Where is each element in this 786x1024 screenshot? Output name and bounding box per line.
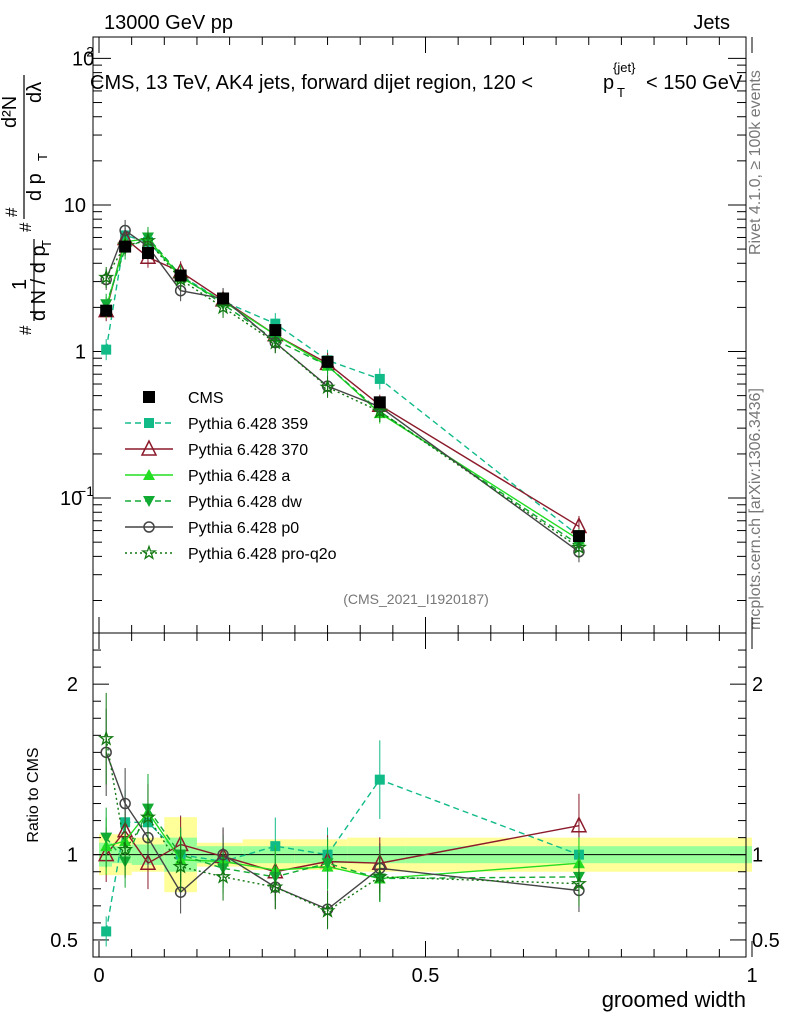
ylabel-dl: dλ: [24, 82, 46, 103]
series-5-ratio-point: [98, 730, 115, 746]
ratio-tick-label: 2: [67, 674, 78, 696]
series-5-ratio-point: [117, 841, 134, 857]
series-0-ratio-point: [374, 774, 385, 785]
legend-label: Pythia 6.428 p0: [188, 520, 299, 537]
ratio-tick-label-right: 2: [752, 674, 763, 696]
legend: CMS Pythia 6.428 359 Pythia 6.428 370 Pythi…: [125, 390, 337, 563]
main-frame: [92, 36, 747, 634]
ylabel-one: 1: [9, 279, 31, 290]
series-5-point: [215, 298, 232, 315]
series-5-point: [139, 232, 157, 248]
ratio-tick-label-right: 0.5: [752, 930, 780, 952]
ratio-frame: [92, 632, 747, 958]
y-tick-exponent: −1: [78, 483, 94, 499]
legend-label: Pythia 6.428 a: [188, 468, 290, 485]
series-3-ratio-point: [321, 858, 334, 870]
ratio-tick-label: 0.5: [50, 930, 78, 952]
series-5-point: [98, 268, 115, 285]
series-5-line: [105, 239, 580, 549]
data-point: [217, 292, 230, 305]
legend-label: Pythia 6.428 359: [188, 416, 308, 433]
series-0-line: [105, 234, 580, 537]
series-5-ratio-point: [371, 868, 388, 884]
ratio-tick-label-right: 1: [752, 845, 763, 867]
data-point: [269, 324, 282, 337]
series-0-ratio-point: [101, 926, 112, 937]
x-tick-label: 1: [746, 965, 757, 987]
header-left: 13000 GeV pp: [104, 12, 233, 34]
legend-marker: [140, 544, 158, 560]
y-tick-label: 10: [72, 48, 94, 70]
watermark: (CMS_2021_I1920187): [343, 591, 489, 607]
series-0-point: [374, 373, 385, 384]
rivet-label: Rivet 4.1.0, ≥ 100k events: [747, 70, 764, 255]
data-point: [373, 396, 386, 409]
series-5-ratio-point: [319, 902, 336, 918]
title-lead: CMS, 13 TeV, AK4 jets, forward dijet reg…: [90, 72, 533, 94]
series-4-ratio-point: [119, 797, 131, 810]
legend-marker: [143, 496, 155, 507]
ylabel-hash2: #: [16, 222, 35, 232]
series-0-point: [270, 318, 281, 329]
series-0-point: [101, 344, 112, 355]
legend-marker: [140, 439, 158, 456]
ylabel-dp: d p: [24, 173, 46, 201]
ylabel-T2: T: [35, 153, 50, 161]
xlabel: groomed width: [602, 987, 746, 1012]
series-5-ratio-point: [215, 868, 232, 884]
title-p: p: [603, 72, 614, 94]
title-tail: < 150 GeV: [646, 72, 743, 94]
chart-title: CMS, 13 TeV, AK4 jets, forward dijet reg…: [90, 60, 743, 100]
x-tick-label: 0: [93, 965, 104, 987]
x-tick-label: 0.5: [412, 965, 440, 987]
legend-label: Pythia 6.428 dw: [188, 494, 302, 511]
legend-marker: [143, 391, 155, 403]
y-tick-label: 1: [75, 342, 86, 364]
legend-label: CMS: [188, 390, 224, 407]
data-point: [119, 240, 132, 253]
title-sup: {jet}: [613, 60, 636, 75]
title-sub: T: [617, 85, 625, 100]
series-5-ratio-point: [267, 878, 284, 894]
series-1-ratio-point: [570, 816, 588, 833]
series-5-ratio-point: [139, 808, 157, 825]
ylabel-d2N: d²N: [0, 96, 21, 128]
data-point: [141, 247, 154, 260]
series-5-point: [371, 402, 388, 419]
data-point: [572, 530, 585, 543]
y-tick-label: 10: [64, 195, 86, 217]
y-tick-exponent: 2: [86, 43, 94, 59]
ratio-ylabel: Ratio to CMS: [25, 747, 42, 842]
series-1-ratio-point: [139, 853, 157, 870]
ratio-tick-label: 1: [67, 845, 78, 867]
mcplots-label: mcplots.cern.ch [arXiv:1306.3436]: [747, 388, 764, 630]
legend-label: Pythia 6.428 370: [188, 442, 308, 459]
ylabel-T1: T: [39, 240, 54, 248]
ylabel-hash1: #: [16, 325, 35, 335]
series-3-ratio-line: [105, 807, 579, 880]
y-tick-label: 10: [60, 488, 82, 510]
series-5-point: [570, 539, 587, 555]
data-point: [321, 355, 334, 368]
series-5-ratio-point: [172, 858, 189, 874]
legend-marker: [143, 521, 155, 533]
data-point: [174, 269, 187, 282]
series-5-point: [319, 378, 336, 395]
ylabel-dN: d N / d p: [28, 245, 50, 321]
main-ylabel: # 1 d N / d p T # d²N # d p T dλ: [0, 75, 54, 335]
header-right: Jets: [693, 12, 730, 34]
legend-marker: [143, 469, 155, 480]
data-point: [100, 304, 113, 317]
legend-label: Pythia 6.428 pro-q2o: [188, 546, 337, 563]
legend-marker: [144, 418, 154, 428]
series-5-point: [267, 334, 284, 350]
ylabel-hash3: #: [2, 207, 21, 217]
series-5-ratio-point: [570, 875, 587, 891]
series-3-ratio-point: [100, 832, 113, 844]
